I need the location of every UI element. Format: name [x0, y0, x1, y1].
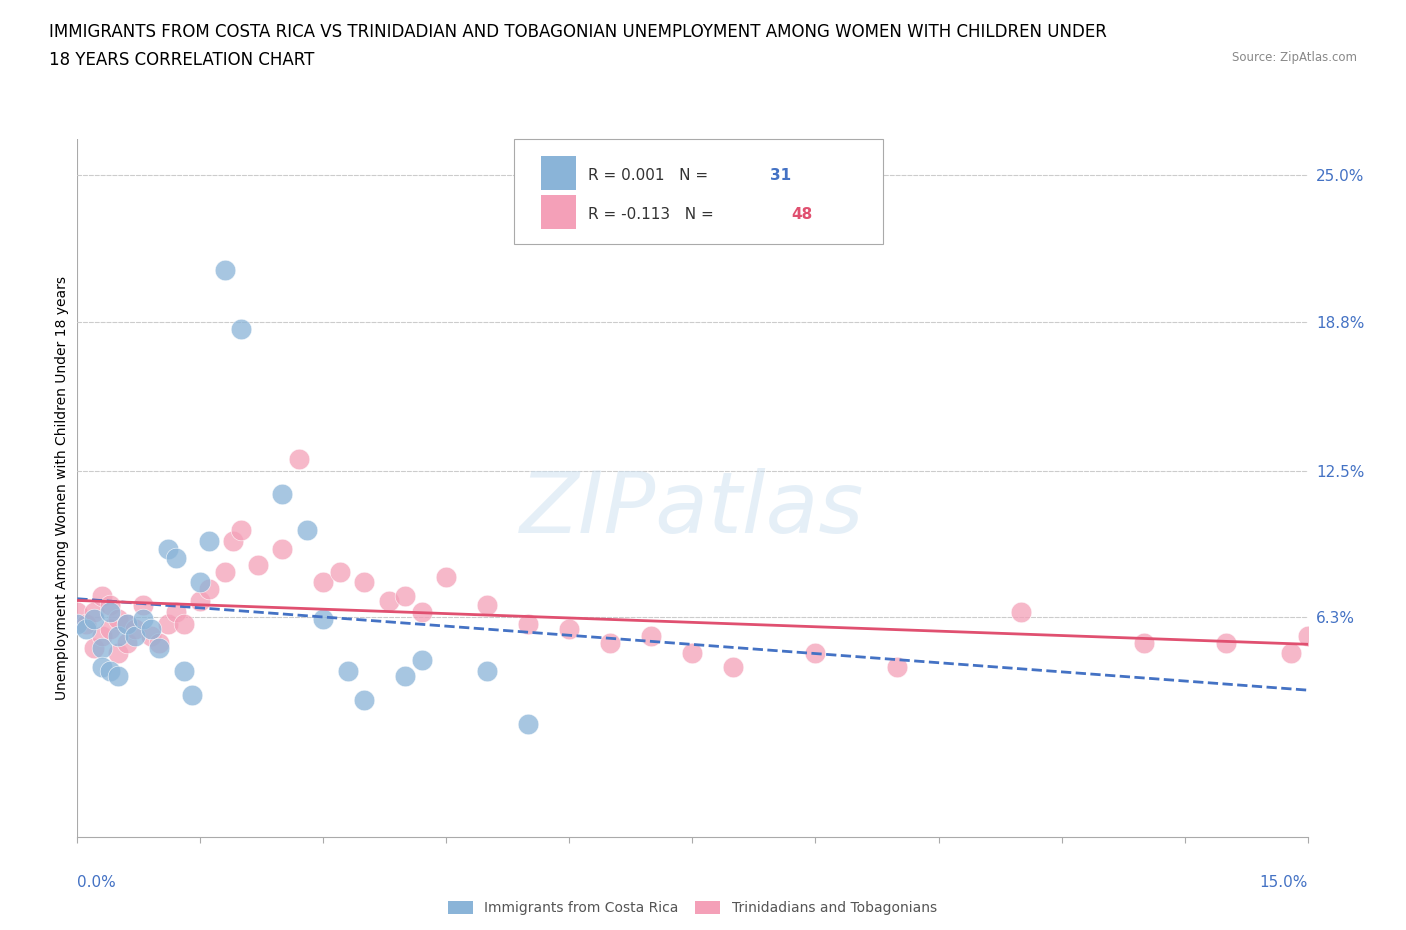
Point	[599, 636, 621, 651]
Point	[107, 669, 129, 684]
Point	[188, 574, 212, 589]
Point	[329, 565, 352, 579]
Text: ZIPatlas: ZIPatlas	[520, 468, 865, 551]
Point	[83, 612, 105, 627]
Point	[271, 486, 294, 501]
Point	[477, 664, 499, 679]
Point	[90, 641, 114, 656]
Point	[75, 621, 97, 636]
Point	[214, 262, 236, 277]
Point	[517, 716, 540, 731]
Point	[107, 612, 129, 627]
Point	[75, 617, 97, 631]
Point	[222, 534, 245, 549]
Legend: Immigrants from Costa Rica, Trinidadians and Tobagonians: Immigrants from Costa Rica, Trinidadians…	[443, 896, 942, 921]
Point	[1215, 636, 1237, 651]
Point	[723, 659, 745, 674]
Point	[148, 641, 170, 656]
Point	[90, 589, 114, 604]
Point	[214, 565, 236, 579]
Point	[517, 617, 540, 631]
Point	[132, 598, 155, 613]
Point	[66, 604, 89, 619]
Point	[107, 629, 129, 644]
Point	[98, 621, 121, 636]
Text: 48: 48	[792, 207, 813, 222]
Point	[156, 541, 179, 556]
Point	[173, 664, 195, 679]
Point	[165, 551, 187, 565]
Point	[90, 629, 114, 644]
FancyBboxPatch shape	[541, 156, 575, 190]
Point	[312, 612, 335, 627]
Point	[197, 581, 219, 596]
Point	[477, 598, 499, 613]
Point	[312, 574, 335, 589]
Point	[231, 321, 253, 336]
FancyBboxPatch shape	[541, 195, 575, 229]
Point	[90, 659, 114, 674]
Point	[1279, 645, 1302, 660]
Point	[115, 617, 138, 631]
Point	[98, 664, 121, 679]
Point	[115, 636, 138, 651]
Text: R = -0.113   N =: R = -0.113 N =	[588, 207, 718, 222]
Point	[66, 617, 89, 631]
Point	[295, 522, 318, 537]
FancyBboxPatch shape	[515, 140, 883, 245]
Text: 18 YEARS CORRELATION CHART: 18 YEARS CORRELATION CHART	[49, 51, 315, 69]
Point	[148, 636, 170, 651]
Point	[181, 687, 204, 702]
Point	[1296, 629, 1319, 644]
Point	[640, 629, 662, 644]
Text: 0.0%: 0.0%	[77, 875, 117, 890]
Point	[98, 598, 121, 613]
Point	[394, 589, 416, 604]
Point	[132, 612, 155, 627]
Point	[141, 621, 163, 636]
Point	[197, 534, 219, 549]
Point	[246, 558, 269, 573]
Text: R = 0.001   N =: R = 0.001 N =	[588, 168, 713, 183]
Point	[353, 693, 375, 708]
Point	[394, 669, 416, 684]
Point	[411, 604, 433, 619]
Text: 15.0%: 15.0%	[1260, 875, 1308, 890]
Text: IMMIGRANTS FROM COSTA RICA VS TRINIDADIAN AND TOBAGONIAN UNEMPLOYMENT AMONG WOME: IMMIGRANTS FROM COSTA RICA VS TRINIDADIA…	[49, 23, 1107, 41]
Point	[115, 617, 138, 631]
Point	[83, 604, 105, 619]
Point	[1132, 636, 1154, 651]
Point	[141, 629, 163, 644]
Point	[804, 645, 827, 660]
Point	[165, 604, 187, 619]
Point	[124, 621, 146, 636]
Point	[337, 664, 360, 679]
Point	[288, 451, 311, 466]
Point	[886, 659, 908, 674]
Point	[1010, 604, 1032, 619]
Point	[682, 645, 704, 660]
Point	[436, 569, 458, 584]
Point	[271, 541, 294, 556]
Point	[411, 652, 433, 667]
Point	[156, 617, 179, 631]
Point	[107, 645, 129, 660]
Point	[173, 617, 195, 631]
Y-axis label: Unemployment Among Women with Children Under 18 years: Unemployment Among Women with Children U…	[55, 276, 69, 700]
Point	[83, 641, 105, 656]
Point	[558, 621, 581, 636]
Point	[188, 593, 212, 608]
Point	[378, 593, 401, 608]
Point	[98, 604, 121, 619]
Point	[353, 574, 375, 589]
Point	[231, 522, 253, 537]
Text: 31: 31	[770, 168, 792, 183]
Text: Source: ZipAtlas.com: Source: ZipAtlas.com	[1232, 51, 1357, 64]
Point	[124, 629, 146, 644]
